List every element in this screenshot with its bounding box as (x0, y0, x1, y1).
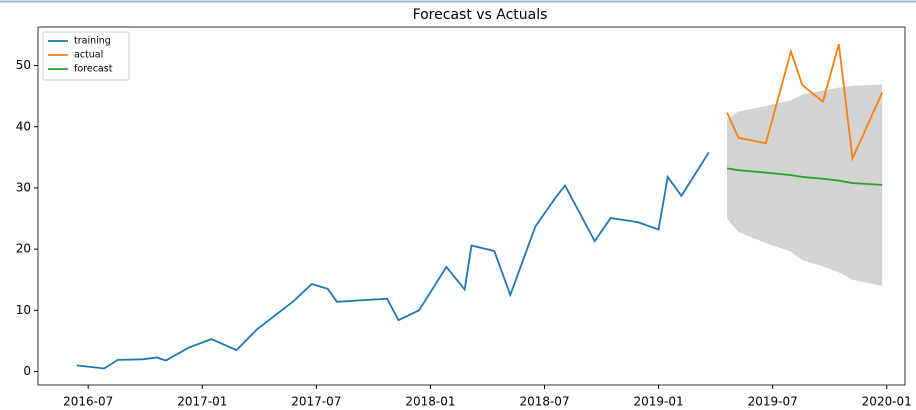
legend-box (42, 31, 130, 81)
chart-title: Forecast vs Actuals (413, 7, 548, 23)
confidence-band (727, 84, 883, 286)
x-tick-label: 2019-07 (748, 395, 798, 409)
x-tick-label: 2017-01 (177, 395, 227, 409)
line-forecast (726, 167, 883, 186)
y-tick-label: 0 (23, 364, 31, 378)
y-tick-label: 40 (16, 119, 31, 133)
y-tick-label: 30 (16, 180, 31, 194)
x-tick-label: 2018-07 (519, 395, 569, 409)
x-tick-label: 2018-01 (405, 395, 455, 409)
x-tick-label: 2019-01 (634, 395, 684, 409)
legend-label: training (74, 36, 111, 47)
x-tick-label: 2020-01 (862, 395, 912, 409)
x-tick-label: 2016-07 (63, 395, 113, 409)
y-tick-label: 20 (16, 242, 31, 256)
axes-frame (37, 26, 906, 386)
line-actual (726, 43, 884, 162)
legend-label: forecast (74, 64, 113, 75)
legend-label: actual (74, 50, 103, 61)
y-tick-label: 10 (16, 303, 31, 317)
y-tick-label: 50 (16, 58, 31, 72)
x-tick-label: 2017-07 (291, 395, 341, 409)
line-training (76, 151, 710, 370)
